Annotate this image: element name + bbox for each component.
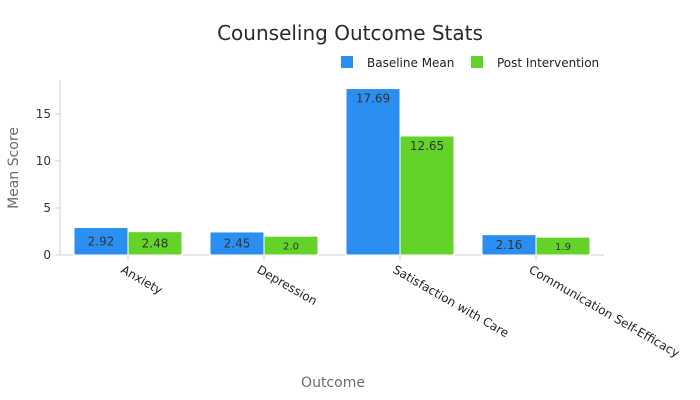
x-axis-title: Outcome (301, 375, 365, 391)
y-tick-label: 0 (43, 248, 51, 262)
bar-post-intervention-satisfaction-with-care (399, 135, 455, 256)
x-category-label: Communication Self-Efficacy (527, 262, 682, 360)
bar-value-labels: 2.92 2.48 2.45 2.0 17.69 12.65 2.16 1.9 (88, 92, 571, 254)
bar-value-label: 2.48 (142, 236, 169, 250)
bar-value-label: 2.0 (283, 242, 299, 253)
x-category-label: Anxiety (119, 262, 165, 297)
bar-baseline-mean-satisfaction-with-care (345, 88, 401, 256)
y-axis-ticks: 0 5 10 15 (36, 107, 60, 262)
bar-value-label: 2.16 (496, 238, 523, 252)
bar-value-label: 2.92 (88, 234, 115, 248)
y-tick-label: 5 (43, 201, 51, 215)
x-category-label: Satisfaction with Care (391, 262, 512, 340)
legend-label-baseline: Baseline Mean (367, 56, 454, 70)
legend-label-post: Post Intervention (497, 56, 599, 70)
chart-title: Counseling Outcome Stats (217, 21, 483, 45)
legend: Baseline Mean Post Intervention (341, 56, 599, 70)
y-tick-label: 10 (36, 154, 51, 168)
bar-baseline-mean-anxiety (73, 227, 129, 256)
bar-value-label: 1.9 (555, 242, 571, 253)
bar-post-intervention-communication-self-efficacy (535, 236, 591, 256)
bar-post-intervention-anxiety (127, 231, 183, 256)
legend-swatch-post (471, 56, 483, 68)
bars (73, 88, 591, 256)
bar-value-label: 2.45 (224, 236, 251, 250)
bar-value-label: 17.69 (356, 92, 390, 106)
legend-swatch-baseline (341, 56, 353, 68)
bar-post-intervention-depression (263, 235, 319, 256)
bar-value-label: 12.65 (410, 139, 444, 153)
x-category-label: Depression (255, 262, 320, 308)
y-axis-title: Mean Score (6, 127, 22, 209)
y-tick-label: 15 (36, 107, 51, 121)
x-axis-category-labels: Anxiety Depression Satisfaction with Care C… (119, 255, 682, 360)
